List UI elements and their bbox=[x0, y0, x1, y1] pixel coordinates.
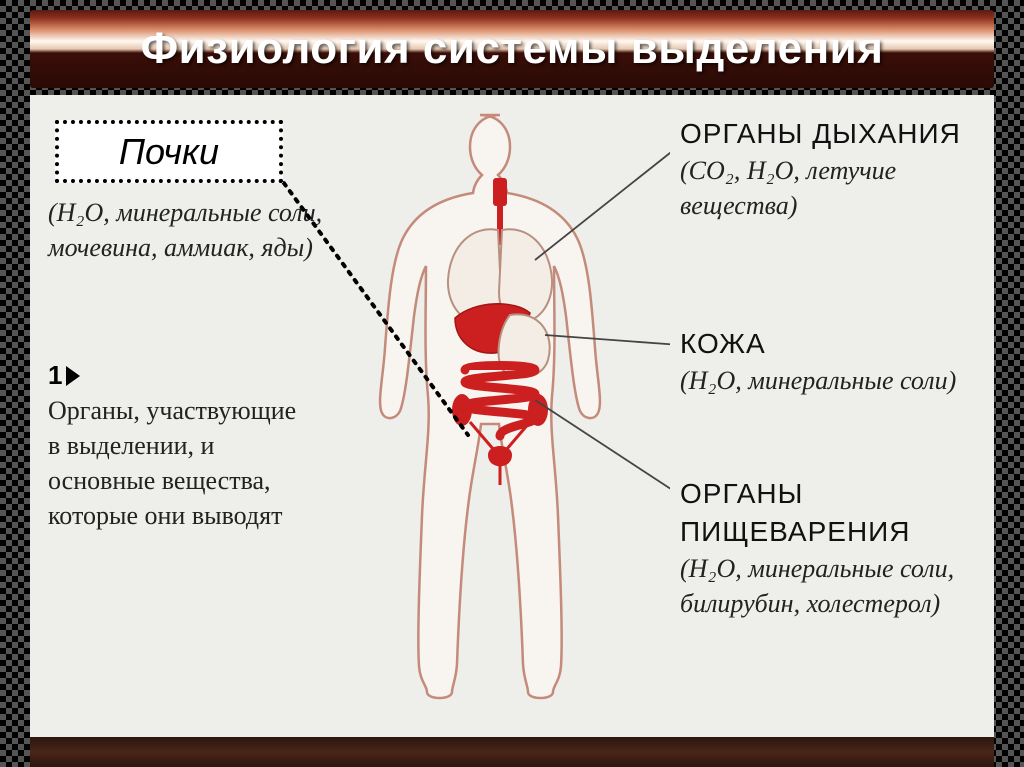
bottom-bar bbox=[30, 737, 994, 767]
title-bar: Физиология системы выделения bbox=[30, 10, 994, 88]
kidney-label: Почки bbox=[119, 131, 219, 173]
figure-caption: Органы, участвующие в выделении, и основ… bbox=[48, 393, 298, 533]
skin-heading: КОЖА bbox=[680, 325, 980, 363]
respiratory-heading: ОРГАНЫ ДЫХАНИЯ bbox=[680, 115, 980, 153]
kidney-highlight-box: Почки bbox=[55, 120, 283, 183]
digestive-sub: (H₂O, минеральные соли, билирубин, холес… bbox=[680, 551, 990, 621]
skin-block: КОЖА (H₂O, минеральные соли) bbox=[680, 325, 980, 398]
figure-number: 1 bbox=[48, 360, 80, 391]
title-text: Физиология системы выделения bbox=[141, 24, 884, 74]
content-panel: Почки (H₂O, минеральные соли, мочевина, … bbox=[30, 95, 994, 737]
respiratory-sub: (CO₂, H₂O, летучие вещества) bbox=[680, 153, 980, 223]
digestive-heading: ОРГАНЫ ПИЩЕВАРЕНИЯ bbox=[680, 475, 990, 551]
respiratory-block: ОРГАНЫ ДЫХАНИЯ (CO₂, H₂O, летучие вещест… bbox=[680, 115, 980, 223]
digestive-block: ОРГАНЫ ПИЩЕВАРЕНИЯ (H₂O, минеральные сол… bbox=[680, 475, 990, 621]
human-body-diagram bbox=[330, 100, 670, 720]
skin-sub: (H₂O, минеральные соли) bbox=[680, 363, 980, 398]
triangle-icon bbox=[66, 366, 80, 386]
kidney-substances: (H₂O, минеральные соли, мочевина, аммиак… bbox=[48, 195, 338, 265]
